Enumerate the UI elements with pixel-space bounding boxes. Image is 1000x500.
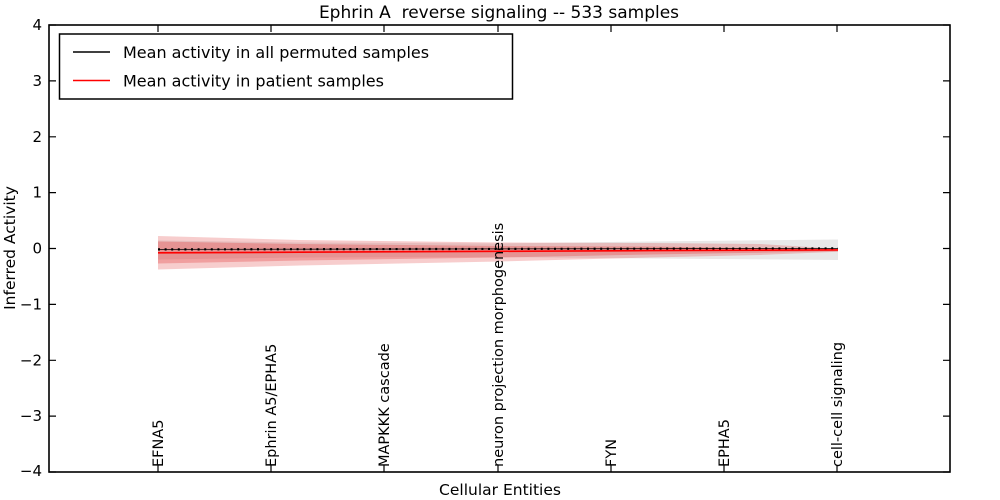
chart-title: Ephrin A reverse signaling -- 533 sample… <box>319 3 679 23</box>
legend: Mean activity in all permuted samples Me… <box>58 33 514 100</box>
x-tick-label-fyn: FYN <box>604 439 620 467</box>
y-tick-label: −4 <box>20 462 42 480</box>
y-tick-label: 2 <box>32 128 42 146</box>
y-axis-left-ticks <box>49 24 56 473</box>
x-tick-label-cell-cell-signaling: cell-cell signaling <box>830 342 846 467</box>
x-axis-bottom-ticks <box>157 465 838 472</box>
y-tick-label: 4 <box>32 16 42 34</box>
x-axis-top-ticks <box>157 25 838 32</box>
patient-samples-band-outer <box>158 236 838 270</box>
permuted-mean-line-dots <box>157 247 839 251</box>
y-tick-label: 0 <box>32 240 42 258</box>
x-axis-label: Cellular Entities <box>439 481 561 499</box>
x-tick-label-epha5: EPHA5 <box>717 419 733 467</box>
y-axis-right-ticks <box>943 24 950 473</box>
legend-label-permuted: Mean activity in all permuted samples <box>123 43 429 62</box>
patient-samples-band-inner <box>158 241 838 264</box>
x-tick-label-efna5: EFNA5 <box>151 420 167 468</box>
y-tick-label: 3 <box>32 72 42 90</box>
legend-label-patient: Mean activity in patient samples <box>123 72 384 91</box>
x-tick-label-neuron-projection-morphogenesis: neuron projection morphogenesis <box>491 223 507 467</box>
y-axis-label: Inferred Activity <box>1 186 19 310</box>
patient-mean-line <box>157 249 839 254</box>
permuted-samples-band <box>158 239 838 260</box>
x-tick-label-mapkkk-cascade: MAPKKK cascade <box>377 343 393 467</box>
y-tick-label: −3 <box>20 407 42 425</box>
y-tick-label: 1 <box>32 184 42 202</box>
y-tick-label: −1 <box>20 295 42 313</box>
legend-box <box>58 33 514 100</box>
x-tick-label-ephrin-a5-epha5: Ephrin A5/EPHA5 <box>264 344 280 467</box>
y-tick-label: −2 <box>20 351 42 369</box>
